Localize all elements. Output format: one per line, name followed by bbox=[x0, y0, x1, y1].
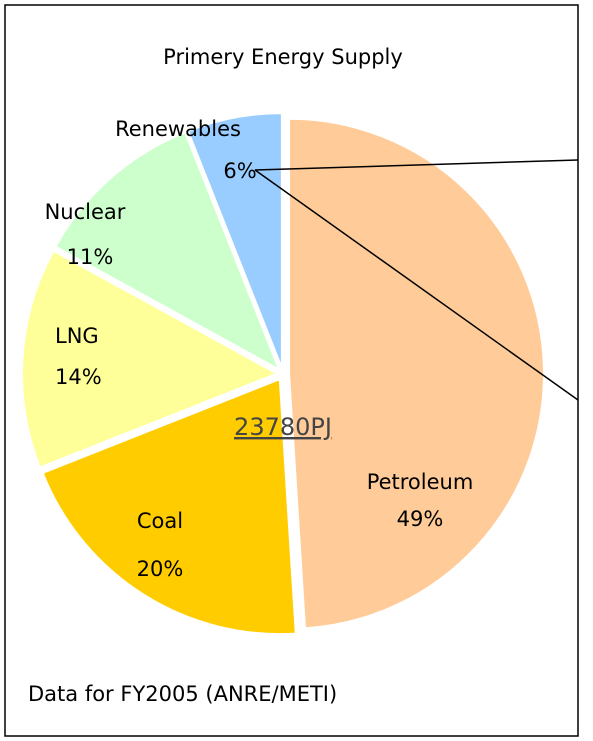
slice-value-label: 6% bbox=[223, 159, 256, 183]
pie bbox=[21, 112, 545, 636]
slice-label: Renewables bbox=[115, 117, 241, 141]
chart-title: Primery Energy Supply bbox=[163, 45, 403, 69]
pie-slice bbox=[21, 249, 280, 469]
slice-value-label: 49% bbox=[397, 507, 444, 531]
source-note: Data for FY2005 (ANRE/METI) bbox=[28, 682, 337, 706]
slice-label: Coal bbox=[137, 509, 183, 533]
callout-line bbox=[254, 169, 579, 401]
callout-line bbox=[254, 159, 579, 171]
pie-slice bbox=[287, 117, 545, 630]
slice-value-label: 14% bbox=[55, 365, 102, 389]
pie-slice bbox=[54, 131, 281, 372]
slice-value-label: 11% bbox=[67, 245, 114, 269]
slice-label: LNG bbox=[55, 324, 99, 348]
center-label: 23780PJ bbox=[234, 413, 332, 441]
slice-label: Petroleum bbox=[367, 470, 474, 494]
slice-value-label: 20% bbox=[137, 557, 184, 581]
slice-label: Nuclear bbox=[45, 200, 126, 224]
pie-slice bbox=[41, 377, 297, 636]
pie-slice bbox=[186, 112, 283, 369]
